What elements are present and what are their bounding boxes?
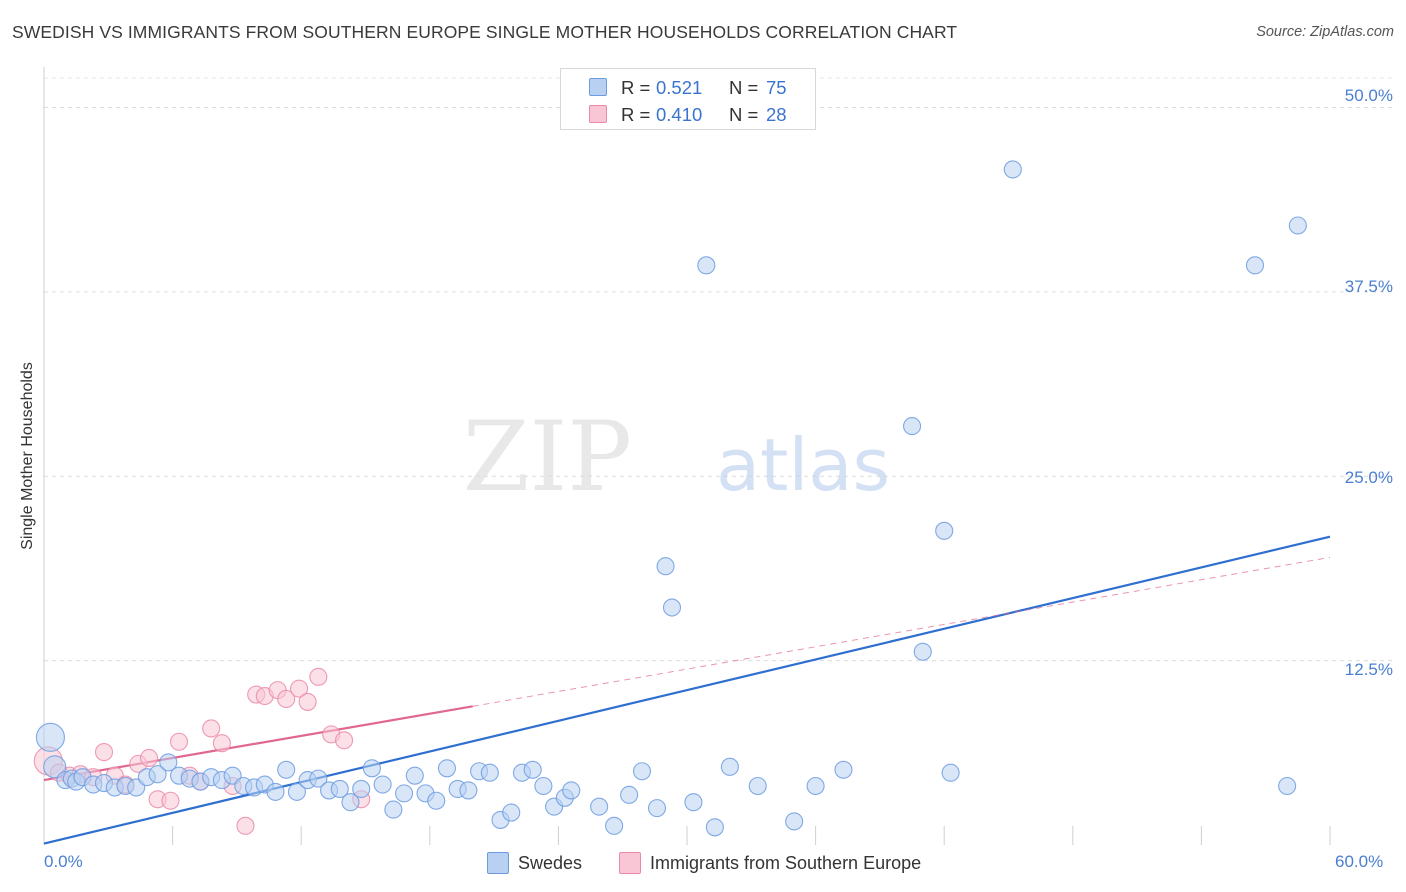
stats-row-swedes: R = 0.521 N = 75 — [561, 75, 815, 101]
immigrants-point — [161, 791, 180, 810]
immigrants-point — [236, 816, 255, 835]
swedes-point — [1003, 160, 1022, 179]
r-label: R = — [621, 104, 651, 125]
immigrants-point — [169, 732, 189, 751]
swedes-point — [362, 759, 381, 778]
swedes-point — [309, 769, 328, 788]
legend-item-immigrants[interactable]: Immigrants from Southern Europe — [619, 852, 921, 874]
swedes-point — [748, 776, 767, 796]
stats-row-immigrants: R = 0.410 N = 28 — [561, 102, 815, 128]
source-label: Source: ZipAtlas.com — [1256, 24, 1394, 40]
swedes-point — [480, 763, 499, 782]
swedes-point — [341, 793, 360, 812]
swedes-point — [277, 760, 296, 779]
trend-line-immigrants — [43, 705, 473, 782]
immigrants-point — [94, 743, 114, 762]
watermark-atlas: atlas — [716, 423, 890, 507]
r-value: 0.410 — [656, 104, 703, 125]
swedes-point — [647, 799, 667, 818]
swedes-point — [834, 760, 853, 779]
swedes-point — [459, 781, 478, 800]
watermark: ZIP atlas — [463, 401, 890, 513]
swedes-point — [373, 775, 392, 794]
swedes-point — [395, 784, 414, 803]
swedes-point — [1278, 776, 1297, 796]
immigrants-swatch — [589, 105, 607, 123]
n-value: 75 — [766, 77, 787, 98]
x-tick-label-min: 0.0% — [44, 852, 83, 871]
swedes-point — [684, 793, 703, 812]
swedes-point — [632, 762, 652, 781]
correlation-stats-box: R = 0.521 N = 75 R = 0.410 N = 28 — [560, 68, 816, 130]
y-tick-label-37-5: 37.5% — [1344, 277, 1393, 296]
axes — [43, 67, 1331, 845]
y-tick-label-25: 25.0% — [1344, 468, 1393, 487]
grid-lines — [44, 77, 1392, 662]
trend-line-immigrants-extension — [472, 556, 1331, 707]
swedes-point — [697, 256, 716, 275]
r-value: 0.521 — [656, 77, 703, 98]
legend-swatch-swedes — [487, 852, 509, 874]
swedes-point — [806, 776, 825, 796]
swedes-point — [523, 760, 542, 779]
n-label: N = — [729, 104, 759, 125]
swedes-point — [656, 557, 675, 576]
chart-title: SWEDISH VS IMMIGRANTS FROM SOUTHERN EURO… — [12, 22, 958, 42]
immigrants-point — [335, 731, 354, 750]
swedes-point — [159, 753, 178, 772]
data-points — [33, 160, 1307, 837]
swedes-point — [35, 722, 65, 752]
swedes-point — [590, 797, 609, 816]
swedes-point — [405, 766, 424, 785]
swedes-point — [148, 765, 167, 784]
swedes-point — [502, 803, 521, 822]
swedes-point — [352, 779, 371, 799]
swedes-point — [913, 642, 932, 661]
legend-swatch-immigrants — [619, 852, 641, 874]
immigrants-point — [277, 689, 296, 709]
y-tick-label-50: 50.0% — [1344, 86, 1393, 105]
swedes-point — [43, 755, 67, 779]
swedes-point — [662, 598, 682, 617]
swedes-point — [620, 785, 639, 804]
swedes-point — [266, 782, 285, 801]
immigrants-point — [290, 679, 309, 698]
y-axis-label: Single Mother Households — [19, 362, 36, 550]
r-label: R = — [621, 77, 651, 98]
legend-item-swedes[interactable]: Swedes — [487, 852, 582, 874]
n-value: 28 — [766, 104, 787, 125]
swedes-point — [384, 800, 403, 819]
swedes-point — [785, 812, 804, 831]
swedes-point — [935, 521, 954, 540]
swedes-swatch — [589, 78, 607, 96]
swedes-point — [902, 417, 922, 436]
y-tick-label-12-5: 12.5% — [1344, 660, 1393, 679]
swedes-point — [720, 757, 739, 776]
swedes-point — [605, 816, 624, 835]
n-label: N = — [729, 77, 759, 98]
legend-label-immigrants: Immigrants from Southern Europe — [650, 853, 922, 873]
swedes-point — [562, 781, 581, 800]
swedes-point — [287, 782, 306, 801]
swedes-point — [437, 759, 456, 778]
legend-label-swedes: Swedes — [518, 853, 583, 873]
immigrants-point — [202, 719, 221, 738]
swedes-point — [1288, 216, 1307, 235]
immigrants-point — [309, 667, 328, 686]
swedes-point — [330, 779, 349, 799]
immigrants-point — [139, 748, 159, 768]
swedes-point — [705, 818, 724, 837]
swedes-point — [1245, 256, 1265, 275]
swedes-point — [427, 791, 446, 810]
x-tick-label-max: 60.0% — [1335, 852, 1384, 871]
swedes-point — [941, 763, 960, 782]
swedes-point — [534, 776, 553, 796]
immigrants-point — [212, 734, 231, 753]
immigrants-point — [298, 692, 317, 711]
watermark-zip: ZIP — [463, 401, 632, 513]
